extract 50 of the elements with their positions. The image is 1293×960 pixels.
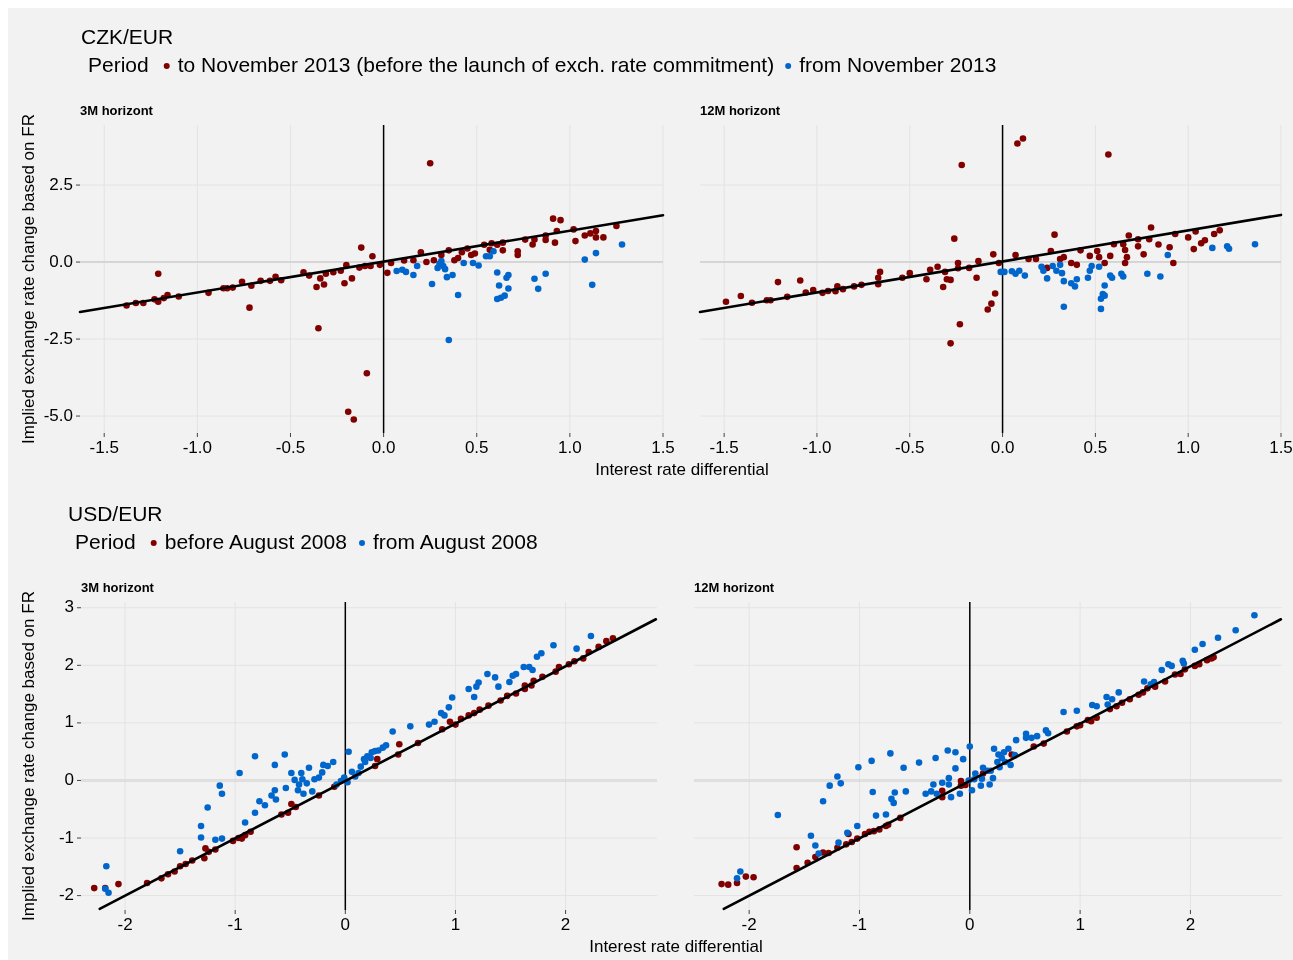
x-tick-label: -1 — [851, 915, 868, 934]
y-tick-label: 1 — [64, 712, 74, 732]
x-tick-label: -2 — [117, 915, 133, 934]
x-tick-label: -1.5 — [709, 438, 739, 457]
x-tick-label: 1 — [450, 915, 461, 934]
x-tick-label: -2 — [741, 915, 757, 934]
legend-title: Period — [75, 529, 136, 553]
x-tick-label: -1 — [227, 915, 243, 934]
y-axis-title: Implied exchange rate change based on FR — [19, 114, 39, 444]
y-tick-label: -2 — [58, 885, 74, 905]
x-tick-label: -0.5 — [275, 438, 306, 457]
x-tick-label: 1 — [1075, 915, 1085, 934]
x-tick-label: -1.0 — [802, 438, 832, 457]
legend-label: from August 2008 — [373, 529, 538, 553]
x-tick-label: 1.0 — [558, 438, 582, 457]
chart-title: 3M horizont — [80, 103, 154, 118]
x-axis-title: Interest rate differential — [589, 937, 763, 956]
y-tick-label: 2.5 — [49, 174, 73, 194]
legend-title: Period — [88, 52, 149, 76]
x-axis-title: Interest rate differential — [595, 460, 769, 479]
legend-label: from November 2013 — [799, 52, 997, 76]
x-tick-label: 0.0 — [990, 438, 1015, 457]
y-tick-label: 0.0 — [49, 251, 73, 271]
x-tick-label: 2 — [560, 915, 571, 934]
text: USD/EUR — [68, 501, 163, 525]
x-tick-label: 0.0 — [371, 438, 396, 457]
x-tick-label: -0.5 — [895, 438, 925, 457]
text: CZK/EUR — [81, 24, 174, 48]
y-tick-label: 2 — [64, 654, 74, 674]
y-axis-title: Implied exchange rate change based on FR — [19, 591, 39, 921]
x-tick-label: 0.5 — [464, 438, 489, 457]
y-tick-label: 0 — [64, 769, 74, 789]
x-tick-label: 0 — [340, 915, 351, 934]
y-tick-label: -5.0 — [43, 405, 73, 425]
chart-title: 3M horizont — [81, 580, 155, 595]
x-tick-label: -1.0 — [182, 438, 212, 457]
chart-title: 12M horizont — [694, 580, 775, 595]
y-tick-label: -2.5 — [43, 328, 73, 348]
legend-label: before August 2008 — [164, 529, 347, 553]
x-tick-label: 1.0 — [1176, 438, 1201, 457]
x-tick-label: 1.5 — [651, 438, 675, 457]
x-tick-label: -1.5 — [89, 438, 119, 457]
y-tick-label: 3 — [64, 597, 74, 617]
legend-label: to November 2013 (before the launch of exch. rate commitment) — [177, 52, 775, 76]
x-tick-label: 0 — [965, 915, 975, 934]
y-tick-label: -1 — [58, 827, 74, 847]
x-tick-label: 1.5 — [1269, 438, 1293, 457]
chart-title: 12M horizont — [700, 103, 781, 118]
x-tick-label: 2 — [1185, 915, 1196, 934]
x-tick-label: 0.5 — [1083, 438, 1108, 457]
